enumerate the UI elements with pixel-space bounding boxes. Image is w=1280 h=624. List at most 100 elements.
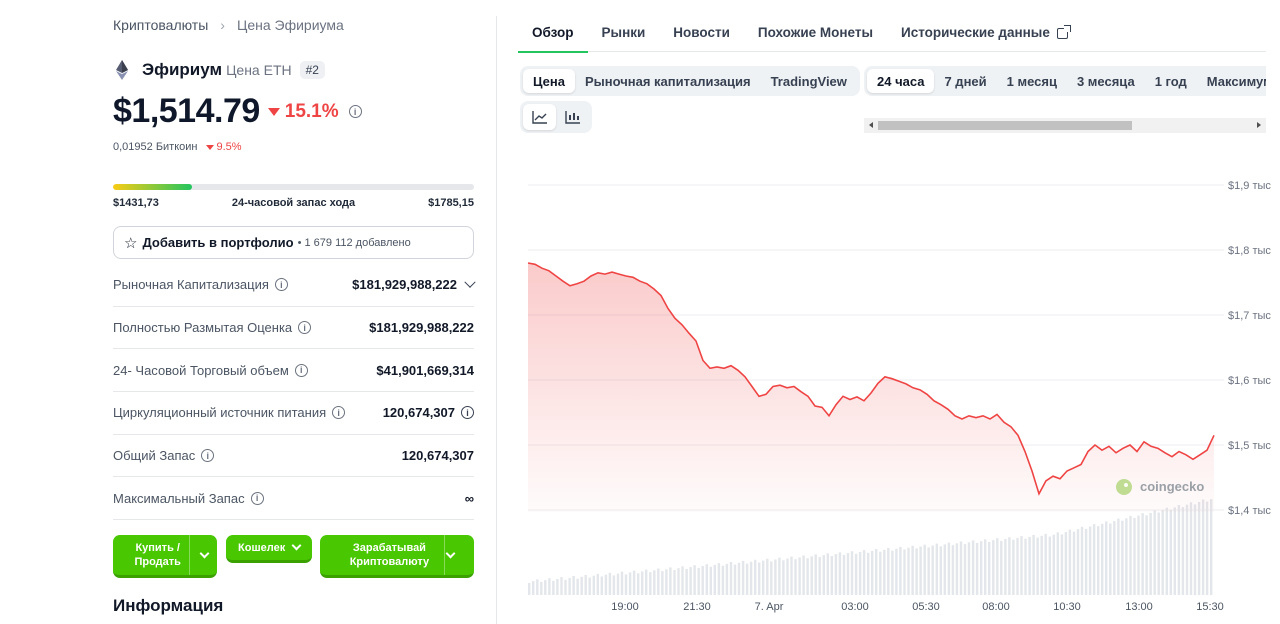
btc-price-row: 0,01952 Биткоин 9.5% bbox=[113, 141, 242, 153]
volume-bar bbox=[705, 564, 708, 595]
volume-bar bbox=[689, 567, 692, 595]
volume-bar bbox=[834, 554, 838, 595]
chart-type-tradingview[interactable]: TradingView bbox=[770, 73, 847, 89]
volume-bar bbox=[532, 581, 535, 595]
y-tick-label: $1,7 тыс bbox=[1228, 310, 1271, 322]
price-area bbox=[528, 263, 1214, 512]
volume-bar bbox=[1185, 504, 1189, 595]
volume-bar bbox=[1036, 537, 1039, 595]
volume-bar bbox=[544, 580, 547, 595]
volume-bar bbox=[1161, 510, 1164, 595]
coingecko-watermark: coingecko bbox=[1116, 479, 1204, 495]
period-1y[interactable]: 1 год bbox=[1154, 73, 1187, 89]
chevron-down-icon[interactable] bbox=[464, 276, 476, 288]
volume-bar bbox=[576, 578, 579, 595]
tab-historical-data-label: Исторические данные bbox=[901, 25, 1050, 40]
x-tick-label: 21:30 bbox=[683, 601, 711, 613]
tab-markets[interactable]: Рынки bbox=[601, 25, 646, 40]
period-24h[interactable]: 24 часа bbox=[867, 69, 935, 93]
volume-bar bbox=[1092, 524, 1096, 595]
volume-bar bbox=[1000, 540, 1003, 595]
volume-bar bbox=[1109, 523, 1112, 595]
volume-bar bbox=[548, 578, 551, 595]
stat-value[interactable]: $181,929,988,222 bbox=[352, 276, 476, 292]
stat-row: 24- Часовой Торговый объем i $41,901,669,… bbox=[113, 349, 474, 393]
volume-bar bbox=[1121, 520, 1124, 595]
ethereum-logo-icon bbox=[116, 60, 128, 80]
volume-bar bbox=[1012, 539, 1015, 595]
btc-change: 9.5% bbox=[205, 141, 242, 153]
volume-bar bbox=[564, 579, 567, 595]
volume-bar bbox=[1072, 531, 1076, 595]
tab-overview[interactable]: Обзор bbox=[518, 14, 588, 53]
range-bar-fill bbox=[113, 184, 193, 190]
volume-bar bbox=[1032, 535, 1035, 595]
info-icon[interactable]: i bbox=[348, 105, 362, 118]
volume-bar bbox=[1137, 515, 1140, 595]
volume-bar bbox=[806, 558, 809, 595]
volume-bar bbox=[939, 546, 942, 595]
volume-bar bbox=[608, 572, 612, 595]
line-chart-icon[interactable] bbox=[523, 104, 556, 130]
volume-bar bbox=[915, 548, 918, 595]
info-icon[interactable]: i bbox=[274, 278, 288, 292]
period-max[interactable]: Максимум bbox=[1206, 73, 1266, 89]
chevron-down-icon[interactable] bbox=[445, 548, 456, 558]
volume-bar bbox=[1044, 533, 1047, 595]
volume-bar bbox=[919, 546, 922, 595]
volume-bar bbox=[717, 563, 721, 595]
chevron-down-icon[interactable] bbox=[199, 548, 210, 558]
period-1m[interactable]: 1 месяц bbox=[1006, 73, 1057, 89]
chevron-down-icon[interactable] bbox=[291, 540, 302, 551]
stat-label: Общий Запас i bbox=[113, 448, 215, 463]
tab-historical-data[interactable]: Исторические данные bbox=[887, 14, 1082, 52]
scrollbar-thumb[interactable] bbox=[878, 121, 1132, 130]
wallet-button[interactable]: Кошелек bbox=[226, 535, 312, 563]
price-chart[interactable]: $1,9 тыс $1,8 тыс $1,7 тыс $1,6 тыс $1,5 тыс… bbox=[518, 150, 1280, 624]
volume-bar bbox=[891, 550, 894, 595]
price-change-value: 15.1% bbox=[284, 100, 339, 122]
volume-bar bbox=[1210, 499, 1213, 595]
add-to-portfolio-button[interactable]: ☆ Добавить в портфолио • 1 679 112 добав… bbox=[113, 226, 474, 259]
current-price: $1,514.79 bbox=[113, 92, 260, 130]
y-tick-label: $1,5 тыс bbox=[1228, 440, 1271, 452]
period-3m[interactable]: 3 месяца bbox=[1076, 73, 1135, 89]
earn-crypto-button[interactable]: Зарабатывай Криптовалюту bbox=[319, 535, 474, 578]
tab-similar-coins[interactable]: Похожие Монеты bbox=[757, 25, 873, 40]
volume-bar bbox=[903, 549, 906, 595]
x-tick-label: 19:00 bbox=[611, 601, 639, 613]
coin-name: Эфириум bbox=[142, 60, 223, 79]
chart-type-market-cap[interactable]: Рыночная капитализация bbox=[584, 73, 751, 89]
info-icon[interactable]: i bbox=[201, 449, 215, 463]
volume-bar bbox=[838, 552, 842, 595]
external-link-icon bbox=[1056, 25, 1071, 39]
info-icon[interactable]: i bbox=[298, 321, 312, 335]
candlestick-chart-icon[interactable] bbox=[556, 104, 589, 130]
period-7d[interactable]: 7 дней bbox=[944, 73, 987, 89]
scroll-left-arrow-icon[interactable] bbox=[869, 122, 873, 128]
buy-sell-button[interactable]: Купить / Продать bbox=[113, 535, 218, 578]
info-icon[interactable]: i bbox=[250, 491, 264, 505]
info-icon[interactable]: i bbox=[294, 363, 308, 377]
volume-bar bbox=[826, 553, 829, 595]
volume-bar bbox=[883, 549, 886, 595]
stat-label: 24- Часовой Торговый объем i bbox=[113, 363, 308, 378]
info-icon[interactable]: i bbox=[332, 406, 346, 420]
scroll-right-arrow-icon[interactable] bbox=[1257, 122, 1261, 128]
chart-type-price[interactable]: Цена bbox=[523, 69, 575, 93]
range-label: 24-часовой запас хода bbox=[231, 197, 356, 209]
coin-symbol-label: Цена ETH bbox=[226, 62, 292, 78]
volume-bar bbox=[701, 566, 704, 595]
stat-label-text: Максимальный Запас bbox=[113, 490, 245, 506]
stat-row: Общий Запас i 120,674,307 bbox=[113, 435, 474, 478]
volume-bar bbox=[528, 583, 531, 595]
volume-bar bbox=[875, 549, 878, 595]
range-bar bbox=[113, 184, 474, 190]
period-scrollbar[interactable] bbox=[864, 118, 1266, 133]
tab-news[interactable]: Новости bbox=[673, 25, 730, 40]
info-icon[interactable]: i bbox=[461, 406, 474, 420]
volume-bar bbox=[628, 572, 632, 595]
volume-bar bbox=[1016, 537, 1019, 595]
volume-bar bbox=[1177, 505, 1181, 595]
breadcrumb-root[interactable]: Криптовалюты bbox=[113, 17, 209, 33]
